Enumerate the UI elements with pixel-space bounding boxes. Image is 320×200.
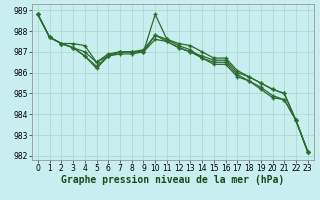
- X-axis label: Graphe pression niveau de la mer (hPa): Graphe pression niveau de la mer (hPa): [61, 175, 284, 185]
